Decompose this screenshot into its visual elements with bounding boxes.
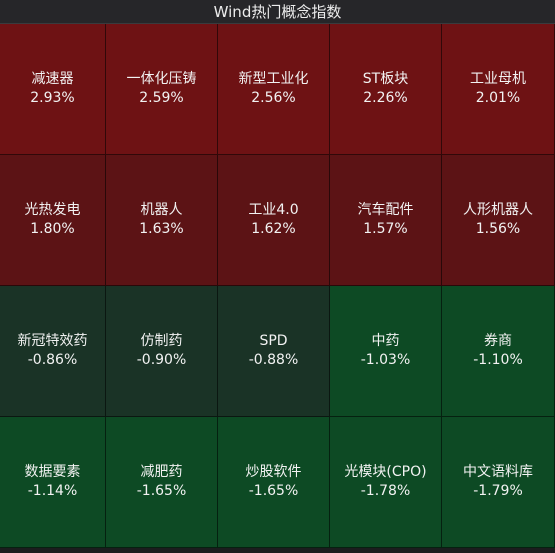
concept-change: -1.78% — [360, 483, 411, 499]
concept-change: -1.10% — [473, 352, 523, 368]
concept-name: 光模块(CPO) — [344, 464, 427, 480]
concept-name: 人形机器人 — [463, 202, 533, 218]
concept-change: 2.56% — [251, 90, 296, 106]
concept-tile[interactable]: 机器人 1.63% — [106, 155, 218, 286]
concept-tile[interactable]: 新型工业化 2.56% — [218, 24, 330, 155]
concept-tile[interactable]: 券商 -1.10% — [442, 286, 555, 417]
concept-tile[interactable]: 光模块(CPO) -1.78% — [330, 417, 442, 548]
concept-name: SPD — [259, 333, 288, 349]
concept-change: 1.56% — [475, 221, 521, 237]
concept-name: 机器人 — [140, 202, 183, 218]
concept-tile[interactable]: 人形机器人 1.56% — [442, 155, 555, 286]
concept-change: 1.80% — [30, 221, 75, 237]
concept-name: 工业4.0 — [248, 202, 299, 218]
concept-name: 一体化压铸 — [126, 71, 197, 87]
widget-title: Wind热门概念指数 — [0, 0, 555, 24]
concept-heatmap-grid: 减速器 2.93% 一体化压铸 2.59% 新型工业化 2.56% ST板块 2… — [0, 24, 555, 548]
concept-name: 新冠特效药 — [17, 333, 88, 349]
concept-name: 工业母机 — [470, 71, 526, 87]
concept-tile[interactable]: 中文语料库 -1.79% — [442, 417, 555, 548]
concept-change: -1.65% — [136, 483, 187, 499]
concept-tile[interactable]: 工业母机 2.01% — [442, 24, 555, 155]
concept-name: 新型工业化 — [238, 71, 309, 87]
concept-tile[interactable]: ST板块 2.26% — [330, 24, 442, 155]
concept-change: -1.03% — [360, 352, 411, 368]
concept-change: 1.57% — [363, 221, 408, 237]
concept-change: -1.14% — [27, 483, 78, 499]
concept-change: 2.01% — [475, 90, 521, 106]
concept-tile[interactable]: SPD -0.88% — [218, 286, 330, 417]
concept-name: 减速器 — [31, 71, 74, 87]
concept-name: 中药 — [371, 333, 400, 349]
concept-name: 仿制药 — [140, 333, 183, 349]
concept-name: 减肥药 — [140, 464, 183, 480]
concept-tile[interactable]: 中药 -1.03% — [330, 286, 442, 417]
concept-tile[interactable]: 减肥药 -1.65% — [106, 417, 218, 548]
concept-tile[interactable]: 新冠特效药 -0.86% — [0, 286, 106, 417]
concept-tile[interactable]: 工业4.0 1.62% — [218, 155, 330, 286]
concept-change: -0.88% — [248, 352, 299, 368]
concept-change: 2.93% — [30, 90, 75, 106]
concept-name: 炒股软件 — [245, 464, 302, 480]
concept-change: 1.62% — [251, 221, 296, 237]
concept-change: -0.90% — [136, 352, 187, 368]
concept-change: 2.26% — [363, 90, 408, 106]
concept-change: 1.63% — [139, 221, 184, 237]
concept-change: -1.79% — [473, 483, 523, 499]
concept-change: -0.86% — [27, 352, 78, 368]
concept-name: 数据要素 — [24, 464, 81, 480]
concept-name: 光热发电 — [24, 202, 81, 218]
concept-tile[interactable]: 仿制药 -0.90% — [106, 286, 218, 417]
concept-tile[interactable]: 减速器 2.93% — [0, 24, 106, 155]
concept-tile[interactable]: 光热发电 1.80% — [0, 155, 106, 286]
concept-name: 券商 — [484, 333, 512, 349]
concept-change: 2.59% — [139, 90, 184, 106]
bottom-scroll-strip — [0, 548, 555, 553]
concept-tile[interactable]: 汽车配件 1.57% — [330, 155, 442, 286]
concept-name: ST板块 — [362, 71, 409, 87]
concept-tile[interactable]: 数据要素 -1.14% — [0, 417, 106, 548]
concept-name: 中文语料库 — [463, 464, 533, 480]
concept-tile[interactable]: 炒股软件 -1.65% — [218, 417, 330, 548]
concept-tile[interactable]: 一体化压铸 2.59% — [106, 24, 218, 155]
concept-name: 汽车配件 — [357, 202, 414, 218]
concept-change: -1.65% — [248, 483, 299, 499]
